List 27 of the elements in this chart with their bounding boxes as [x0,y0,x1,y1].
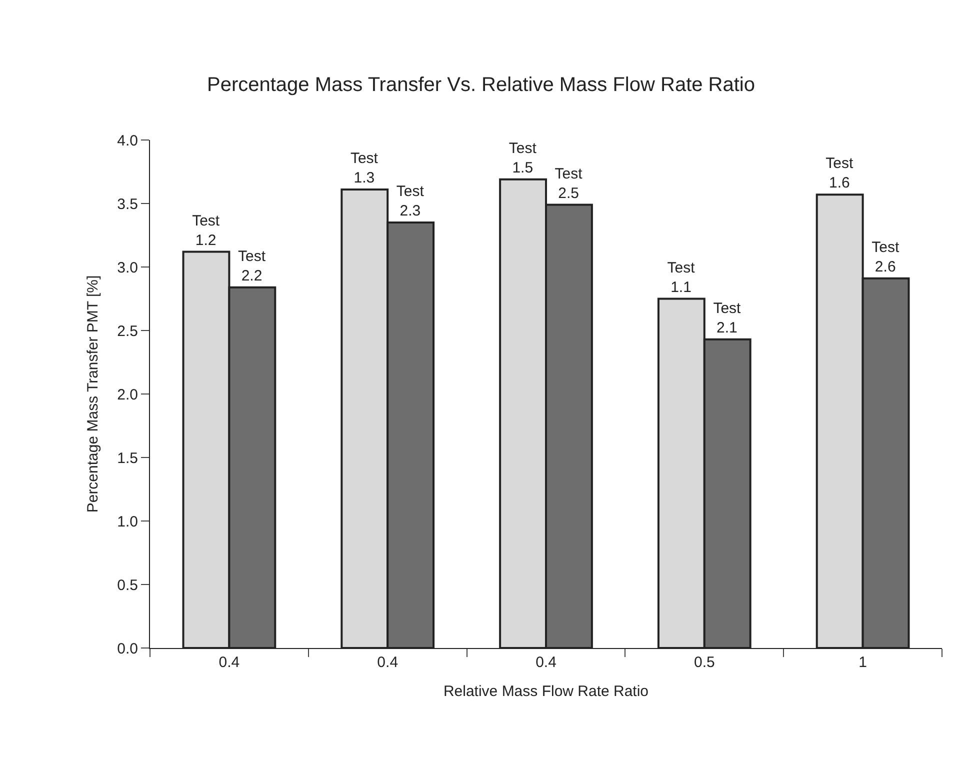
x-tick-label: 0.4 [377,654,398,671]
data-label: Test 2.1 [713,300,742,336]
y-tick-label: 0.0 [117,640,138,658]
y-tick-label: 3.0 [117,259,138,276]
data-label: Test 1.1 [667,259,696,296]
y-tick-label: 1.0 [117,513,138,530]
x-axis-title: Relative Mass Flow Rate Ratio [443,683,649,700]
data-label: Test 2.5 [554,165,584,202]
y-tick-label: 0.5 [117,576,138,594]
x-tick-label: 0.4 [536,654,556,671]
y-tick-label: 2.0 [117,386,138,404]
chart-title: Percentage Mass Transfer Vs. Relative Mass Flow Rate Ratio [207,74,755,96]
data-label: Test 1.5 [508,140,538,176]
data-label: Test 1.2 [192,212,220,249]
data-label: Test 2.6 [872,238,900,276]
x-tick-label: 0.5 [694,654,715,671]
y-tick-label: 3.5 [117,196,138,213]
y-tick-label: 2.5 [117,322,138,340]
data-label: Test 2.3 [396,183,425,220]
y-tick-label: 1.5 [117,450,138,467]
x-tick-label: 1 [858,654,867,671]
data-label: Test 2.2 [238,248,266,284]
data-label: Test 1.3 [350,150,379,187]
y-tick-label: 4.0 [117,132,138,150]
x-tick-label: 0.4 [218,654,240,671]
y-axis-title: Percentage Mass Transfer PMT [%] [84,275,102,513]
data-label: Test 1.6 [826,155,854,192]
